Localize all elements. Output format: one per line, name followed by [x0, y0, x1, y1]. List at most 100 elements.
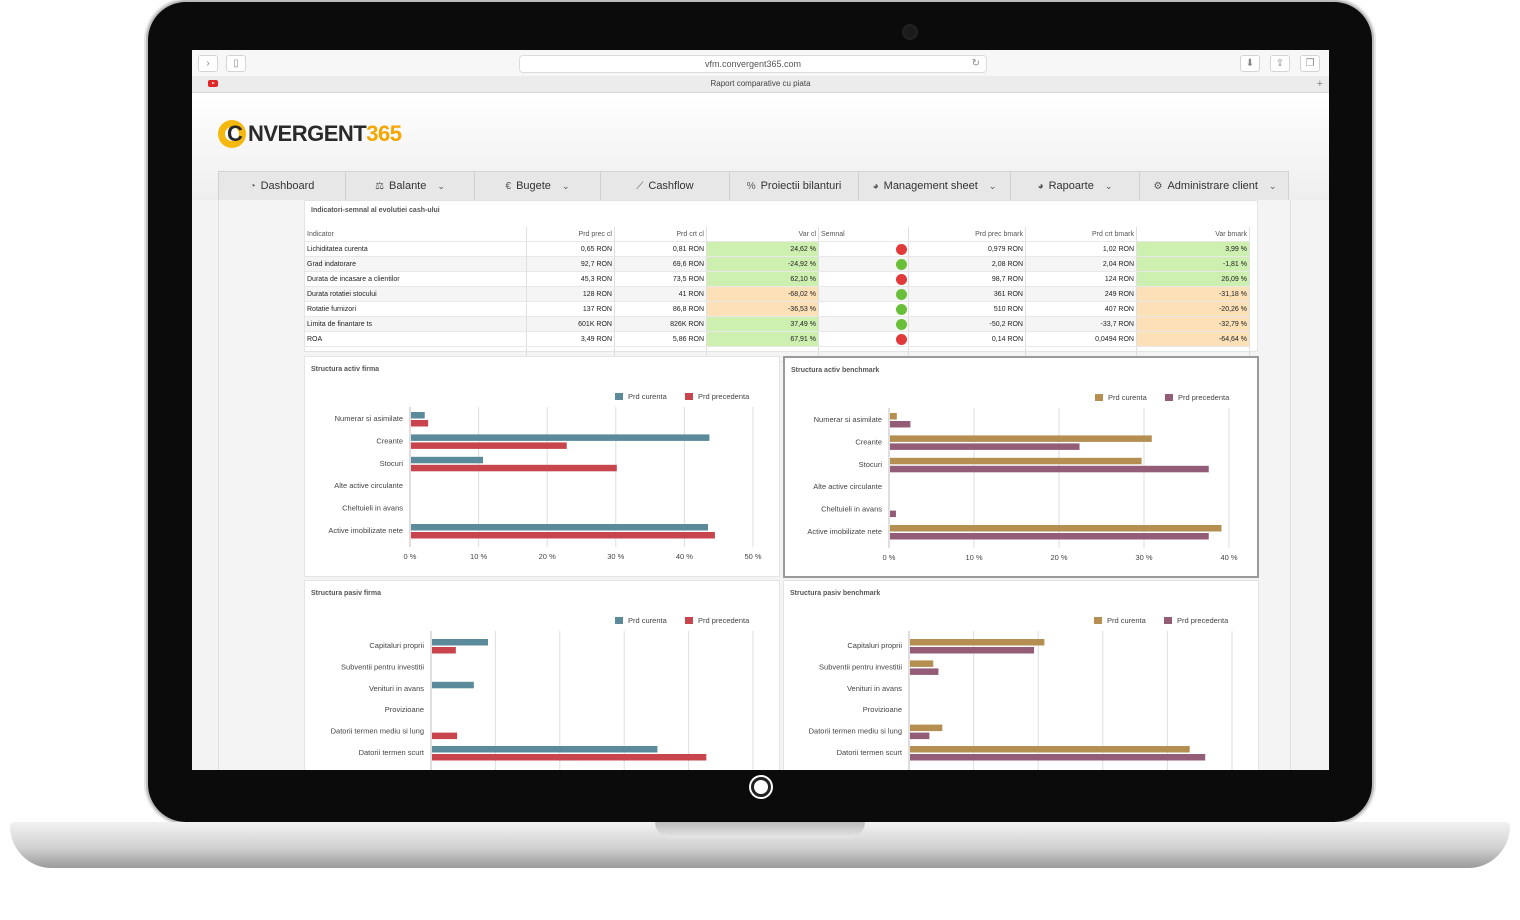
new-tab-icon[interactable]: +: [1316, 78, 1323, 90]
table-cell: 69,6 RON: [614, 256, 707, 272]
logo[interactable]: C NVERGENT365: [218, 119, 402, 149]
table-cell: 0,0494 RON: [1025, 331, 1137, 347]
table-row[interactable]: ROA 3,49 RON 5,86 RON 67,91 % 0,14 RON 0,0494…: [305, 331, 1250, 347]
tick-label: 20 %: [1050, 553, 1067, 562]
table-header[interactable]: Var bmark: [1136, 227, 1250, 242]
logo-text-number: 365: [366, 121, 402, 146]
category-label: Datorii termen scurt: [837, 748, 903, 757]
bar: [910, 668, 939, 675]
category-label: Creante: [855, 437, 882, 446]
table-cell: 86,8 RON: [614, 301, 707, 317]
bar: [411, 434, 710, 441]
bar: [890, 421, 911, 428]
table-header[interactable]: Var cl: [706, 227, 819, 242]
browser-toolbar: › ▯ vfm.convergent365.com ↻ ⬇ ⇪ ❐: [192, 50, 1329, 77]
bar: [890, 510, 896, 518]
category-label: Venituri in avans: [369, 684, 424, 693]
chart-panel-activ-firma: Structura activ firma Prd curenta Prd prec…: [304, 356, 780, 577]
table-cell: 0,65 RON: [526, 241, 615, 257]
category-label: Numerar si asimilate: [335, 414, 403, 423]
category-label: Datorii termen mediu si lung: [809, 727, 902, 736]
bar: [411, 464, 617, 472]
category-label: Active imobilizate nete: [328, 526, 403, 535]
table-header[interactable]: Prd crt cl: [614, 227, 707, 242]
bar: [890, 443, 1080, 450]
menu-item-label: Balante: [389, 180, 427, 192]
table-row[interactable]: Lichiditatea curenta 0,65 RON 0,81 RON 24,6…: [305, 241, 1250, 257]
bar: [910, 732, 930, 740]
table-header[interactable]: Prd crt bmark: [1025, 227, 1137, 242]
table-cell: Durata de incasare a clientilor: [305, 271, 527, 287]
download-icon[interactable]: ⬇: [1240, 55, 1260, 72]
bar: [890, 457, 1142, 465]
indicators-panel: Indicatori-semnal al evolutiei cash-ului…: [304, 200, 1258, 362]
tab-title[interactable]: Raport comparative cu piata: [710, 79, 811, 88]
bar: [432, 647, 456, 654]
table-cell: 128 RON: [526, 286, 615, 302]
chevron-down-icon: ⌄: [1268, 180, 1277, 191]
chart-panel-pasiv-firma: Structura pasiv firma Prd curenta Prd prec…: [304, 580, 780, 770]
menu-item-rapoarte[interactable]: ◕ Rapoarte ⌄: [1011, 172, 1140, 200]
table-cell: [818, 241, 909, 257]
legend-swatch: [1165, 394, 1173, 401]
legend-swatch: [1095, 394, 1103, 401]
table-row[interactable]: Durata de incasare a clientilor 45,3 RON 7…: [305, 271, 1250, 287]
signal-red-icon: [896, 243, 907, 255]
table-cell: Durata rotatiei stocului: [305, 286, 527, 302]
table-cell: 407 RON: [1025, 301, 1137, 317]
bar: [432, 639, 489, 646]
table-header[interactable]: Indicator: [305, 227, 527, 242]
menu-item-bugete[interactable]: € Bugete ⌄: [475, 172, 601, 200]
url-bar[interactable]: vfm.convergent365.com ↻: [519, 55, 987, 73]
tick-label: 20 %: [539, 552, 556, 561]
table-cell: 361 RON: [908, 286, 1026, 302]
chevron-down-icon: ⌄: [1104, 180, 1113, 191]
legend-swatch: [615, 617, 623, 624]
table-row[interactable]: Grad indatorare 92,7 RON 69,6 RON -24,92 % 2…: [305, 256, 1250, 272]
menu-item-balante[interactable]: ⚖ Balante ⌄: [346, 172, 475, 200]
table-row[interactable]: Rotatie furnizori 137 RON 86,8 RON -36,53 %…: [305, 301, 1250, 317]
legend-label: Prd precedenta: [1177, 616, 1229, 625]
indicators-table: Indicator Prd prec cl Prd crt cl Var cl Semn…: [305, 227, 1250, 362]
bar: [411, 412, 425, 419]
signal-green-icon: [896, 318, 907, 330]
table-cell: 3,49 RON: [526, 331, 615, 347]
table-header[interactable]: Semnal: [818, 227, 909, 242]
logo-ring-icon: [218, 120, 246, 148]
sidebar-toggle-icon[interactable]: ▯: [226, 55, 246, 72]
pie-chart-icon: ◕: [872, 180, 879, 192]
home-button[interactable]: [751, 777, 771, 797]
menu-item-cashflow[interactable]: ⟋ Cashflow: [601, 172, 730, 200]
table-cell: -36,53 %: [706, 301, 819, 317]
table-row[interactable]: Durata rotatiei stocului 128 RON 41 RON -68…: [305, 286, 1250, 302]
forward-button[interactable]: ›: [198, 55, 218, 72]
legend-label: Prd curenta: [1108, 393, 1148, 402]
menu-item-dashboard[interactable]: ◔ Dashboard: [219, 172, 346, 200]
table-header[interactable]: Prd prec bmark: [908, 227, 1026, 242]
table-cell: Grad indatorare: [305, 256, 527, 272]
table-header[interactable]: Prd prec cl: [526, 227, 615, 242]
menu-item-label: Dashboard: [260, 180, 315, 192]
signal-green-icon: [896, 288, 907, 300]
table-cell: -24,92 %: [706, 256, 819, 272]
share-icon[interactable]: ⇪: [1270, 55, 1290, 72]
category-label: Cheltuieli in avans: [821, 505, 882, 514]
menu-item-proiectii-bilanturi[interactable]: % Proiectii bilanturi: [730, 172, 859, 200]
content: Indicatori-semnal al evolutiei cash-ului…: [304, 200, 1259, 770]
tick-label: 10 %: [965, 553, 982, 562]
page: Indicatori-semnal al evolutiei cash-ului…: [218, 200, 1291, 770]
bar: [411, 456, 484, 464]
pie-chart-icon: ◕: [1037, 180, 1044, 192]
tick-label: 30 %: [1135, 553, 1152, 562]
category-label: Capitaluri proprii: [369, 641, 424, 650]
tabs-overview-icon[interactable]: ❐: [1300, 55, 1320, 72]
table-row[interactable]: Limita de finantare ts 601K RON 826K RON 37…: [305, 316, 1250, 332]
table-cell: 0,14 RON: [908, 331, 1026, 347]
reload-icon[interactable]: ↻: [971, 58, 980, 69]
table-cell: 26,09 %: [1136, 271, 1250, 287]
table-cell: -31,18 %: [1136, 286, 1250, 302]
menu-item-management-sheet[interactable]: ◕ Management sheet ⌄: [859, 172, 1011, 200]
menu-item-administrare-client[interactable]: ⚙ Administrare client ⌄: [1140, 172, 1290, 200]
table-cell: Limita de finantare ts: [305, 316, 527, 332]
youtube-icon[interactable]: [208, 80, 218, 87]
